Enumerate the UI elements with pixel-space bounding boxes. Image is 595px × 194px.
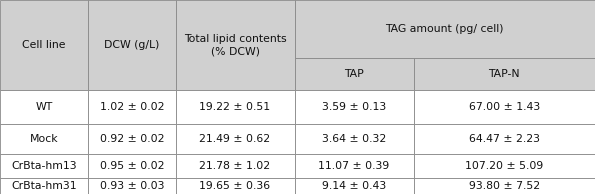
Text: 1.02 ± 0.02: 1.02 ± 0.02 bbox=[99, 102, 164, 112]
Bar bbox=[88, 90, 176, 124]
Bar bbox=[0, 178, 88, 194]
Text: 3.64 ± 0.32: 3.64 ± 0.32 bbox=[322, 134, 386, 144]
Bar bbox=[176, 0, 295, 90]
Text: DCW (g/L): DCW (g/L) bbox=[104, 40, 159, 50]
Text: 19.22 ± 0.51: 19.22 ± 0.51 bbox=[199, 102, 271, 112]
Bar bbox=[414, 90, 595, 124]
Bar bbox=[176, 90, 295, 124]
Text: CrBta-hm31: CrBta-hm31 bbox=[11, 181, 77, 191]
Text: 0.93 ± 0.03: 0.93 ± 0.03 bbox=[99, 181, 164, 191]
Text: 67.00 ± 1.43: 67.00 ± 1.43 bbox=[469, 102, 540, 112]
Bar bbox=[88, 0, 176, 90]
Text: 93.80 ± 7.52: 93.80 ± 7.52 bbox=[469, 181, 540, 191]
Text: WT: WT bbox=[36, 102, 52, 112]
Bar bbox=[414, 58, 595, 90]
Text: Mock: Mock bbox=[30, 134, 58, 144]
Text: Total lipid contents
(% DCW): Total lipid contents (% DCW) bbox=[184, 34, 286, 56]
Text: TAP-N: TAP-N bbox=[488, 69, 520, 79]
Text: 3.59 ± 0.13: 3.59 ± 0.13 bbox=[322, 102, 386, 112]
Bar bbox=[176, 178, 295, 194]
Bar bbox=[295, 58, 414, 90]
Bar bbox=[295, 124, 414, 154]
Bar bbox=[414, 124, 595, 154]
Bar bbox=[88, 124, 176, 154]
Bar bbox=[414, 154, 595, 178]
Bar bbox=[414, 178, 595, 194]
Text: 21.78 ± 1.02: 21.78 ± 1.02 bbox=[199, 161, 271, 171]
Bar bbox=[0, 154, 88, 178]
Text: 107.20 ± 5.09: 107.20 ± 5.09 bbox=[465, 161, 543, 171]
Bar bbox=[295, 90, 414, 124]
Bar bbox=[88, 178, 176, 194]
Text: TAG amount (pg/ cell): TAG amount (pg/ cell) bbox=[386, 24, 504, 34]
Bar bbox=[0, 124, 88, 154]
Bar bbox=[295, 178, 414, 194]
Text: 64.47 ± 2.23: 64.47 ± 2.23 bbox=[469, 134, 540, 144]
Text: 19.65 ± 0.36: 19.65 ± 0.36 bbox=[199, 181, 271, 191]
Text: 9.14 ± 0.43: 9.14 ± 0.43 bbox=[322, 181, 386, 191]
Bar bbox=[295, 154, 414, 178]
Text: CrBta-hm13: CrBta-hm13 bbox=[11, 161, 77, 171]
Bar bbox=[295, 0, 595, 58]
Bar bbox=[88, 154, 176, 178]
Text: 21.49 ± 0.62: 21.49 ± 0.62 bbox=[199, 134, 271, 144]
Text: 11.07 ± 0.39: 11.07 ± 0.39 bbox=[318, 161, 390, 171]
Text: TAP: TAP bbox=[344, 69, 364, 79]
Text: 0.95 ± 0.02: 0.95 ± 0.02 bbox=[99, 161, 164, 171]
Bar bbox=[176, 124, 295, 154]
Bar bbox=[176, 154, 295, 178]
Bar bbox=[0, 0, 88, 90]
Bar bbox=[0, 90, 88, 124]
Text: Cell line: Cell line bbox=[22, 40, 66, 50]
Text: 0.92 ± 0.02: 0.92 ± 0.02 bbox=[99, 134, 164, 144]
